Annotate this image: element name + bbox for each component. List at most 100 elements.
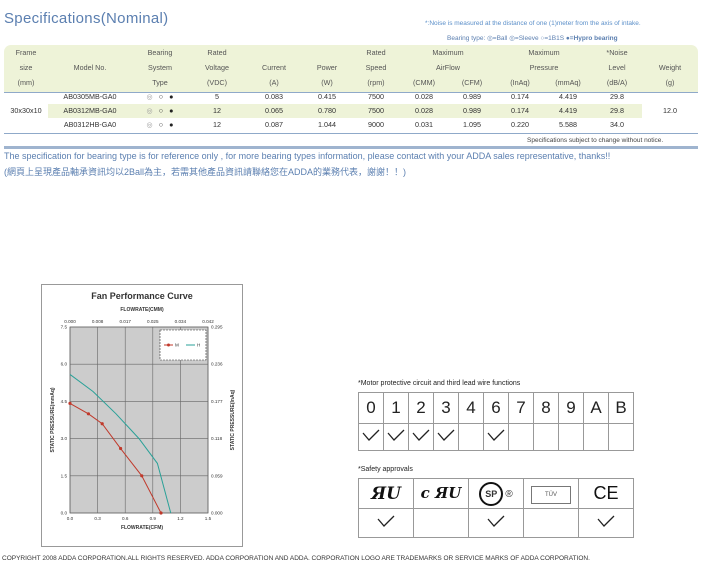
table-header-cell: Rated bbox=[366, 48, 386, 57]
table-header-cell: Maximum bbox=[528, 48, 560, 57]
motor-function-code: 0 bbox=[358, 392, 384, 424]
safety-approvals-grid: ЯU c ЯU SP ® TÜV CE bbox=[358, 478, 634, 538]
y-tick-label: 1.5 bbox=[61, 473, 68, 478]
ul-recognized-icon: ЯU bbox=[358, 478, 414, 509]
table-header-row: Frame Bearing Rated Rated Maximum Maximum *Noi… bbox=[4, 45, 698, 60]
x-tick-label: 1.5 bbox=[205, 516, 212, 521]
bearing-symbol-icon: ○ bbox=[158, 120, 164, 129]
table-header-cell: Current bbox=[262, 63, 286, 72]
motor-function-code: B bbox=[608, 392, 634, 424]
noise-cell: 34.0 bbox=[610, 120, 624, 129]
x-tick-label: 0.9 bbox=[150, 516, 157, 521]
series-line-H bbox=[69, 374, 172, 514]
current-cell: 0.065 bbox=[265, 106, 283, 115]
y-right-tick-label: 0.236 bbox=[211, 362, 223, 367]
bearing-type-1b1s: ○=1B1S bbox=[540, 35, 565, 42]
noise-note: *:Noise is measured at the distance of o… bbox=[425, 20, 641, 27]
table-header-cell: Pressure bbox=[529, 63, 559, 72]
table-header-cell: (W) bbox=[321, 78, 333, 87]
motor-function-check-cell bbox=[408, 423, 434, 451]
bearing-symbol-icon: ◎ bbox=[146, 120, 153, 129]
table-header-cell bbox=[48, 75, 132, 90]
table-header-cell: (A) bbox=[269, 78, 279, 87]
series-point-M bbox=[119, 446, 123, 451]
check-icon bbox=[377, 515, 395, 527]
bearing-type-ball: ◎=Ball bbox=[487, 35, 508, 42]
motor-function-check-cell bbox=[433, 423, 459, 451]
table-header-cell bbox=[302, 45, 352, 60]
chart-title: Fan Performance Curve bbox=[91, 291, 193, 301]
bearing-type-hypro: ●=Hypro bearing bbox=[565, 35, 618, 42]
table-header-cell: (CMM) bbox=[413, 78, 435, 87]
check-icon bbox=[487, 429, 505, 441]
motor-function-code: A bbox=[583, 392, 609, 424]
motor-function-check-cell bbox=[458, 423, 484, 451]
inaq-cell: 0.174 bbox=[511, 92, 529, 101]
x-tick-label: 0.6 bbox=[122, 516, 129, 521]
tuv-icon: TÜV bbox=[523, 478, 579, 509]
current-cell: 0.087 bbox=[265, 120, 283, 129]
csa-icon: SP ® bbox=[468, 478, 524, 509]
y-tick-label: 3.0 bbox=[61, 436, 68, 441]
bearing-type-sleeve: ◎=Sleeve bbox=[509, 35, 539, 42]
x-tick-label: 1.2 bbox=[177, 516, 184, 521]
bearing-symbol-icon: ○ bbox=[158, 92, 164, 101]
table-header-cell: Bearing bbox=[147, 48, 173, 57]
cfm-cell: 1.095 bbox=[463, 120, 481, 129]
top-tick-label: 0.034 bbox=[175, 319, 187, 324]
bearing-english-note: The specification for bearing type is fo… bbox=[4, 151, 611, 161]
table-header-cell: Rated bbox=[207, 48, 227, 57]
table-header-cell: *Noise bbox=[606, 48, 628, 57]
model-cell: AB0312HB-GA0 bbox=[63, 120, 117, 129]
cmm-cell: 0.031 bbox=[415, 120, 433, 129]
copyright-text: COPYRIGHT 2008 ADDA CORPORATION.ALL RIGH… bbox=[2, 555, 590, 562]
series-point-M bbox=[100, 422, 104, 426]
table-header-cell: (mm) bbox=[17, 78, 35, 87]
bearing-symbol-icon: ○ bbox=[158, 106, 164, 115]
table-header-divider bbox=[4, 92, 698, 93]
voltage-cell: 12 bbox=[213, 106, 221, 115]
mmaq-cell: 4.419 bbox=[559, 106, 577, 115]
top-axis-label: FLOWRATE(CMM) bbox=[120, 307, 164, 313]
table-header-cell: size bbox=[19, 63, 33, 72]
y-right-tick-label: 0.118 bbox=[211, 436, 223, 441]
table-header-cell: Speed bbox=[365, 63, 387, 72]
model-cell: AB0312MB-GA0 bbox=[63, 106, 117, 115]
speed-cell: 7500 bbox=[368, 106, 384, 115]
top-tick-label: 0.000 bbox=[64, 319, 76, 324]
table-header-cell: (rpm) bbox=[367, 78, 385, 87]
check-icon bbox=[487, 515, 505, 527]
y-right-tick-label: 0.295 bbox=[211, 325, 223, 330]
bearing-symbol-icon: ● bbox=[169, 106, 174, 115]
table-header-cell: (dB/A) bbox=[606, 78, 628, 87]
legend-label-H: H bbox=[197, 343, 200, 348]
fan-performance-chart: Fan Performance Curve FLOWRATE(CMM) 0.0 0.3… bbox=[41, 284, 243, 547]
cmm-cell: 0.028 bbox=[415, 92, 433, 101]
motor-function-check-cell bbox=[583, 423, 609, 451]
cfm-cell: 0.989 bbox=[463, 106, 481, 115]
motor-function-check-cell bbox=[483, 423, 509, 451]
safety-check-cell bbox=[468, 508, 524, 538]
motor-function-code: 9 bbox=[558, 392, 584, 424]
table-header-cell: (mmAq) bbox=[555, 78, 581, 87]
spec-footnote: Specifications subject to change without… bbox=[527, 137, 664, 144]
speed-cell: 9000 bbox=[368, 120, 384, 129]
top-tick-label: 0.008 bbox=[92, 319, 104, 324]
y-tick-label: 0.0 bbox=[61, 511, 68, 516]
check-icon bbox=[362, 429, 380, 441]
safety-check-cell bbox=[413, 508, 469, 538]
section-divider bbox=[4, 146, 698, 149]
power-cell: 0.780 bbox=[318, 106, 336, 115]
table-header-cell: System bbox=[148, 63, 172, 72]
table-header-cell: (InAq) bbox=[510, 78, 530, 87]
motor-function-code: 4 bbox=[458, 392, 484, 424]
page-title: Specifications(Nominal) bbox=[4, 10, 169, 27]
cmm-cell: 0.028 bbox=[415, 106, 433, 115]
check-icon bbox=[387, 429, 405, 441]
safety-check-cell bbox=[523, 508, 579, 538]
y-right-tick-label: 0.059 bbox=[211, 473, 223, 478]
table-bottom-divider bbox=[4, 133, 698, 134]
y-right-tick-label: 0.000 bbox=[211, 511, 223, 516]
series-point-M bbox=[86, 412, 90, 416]
noise-cell: 29.8 bbox=[610, 106, 624, 115]
